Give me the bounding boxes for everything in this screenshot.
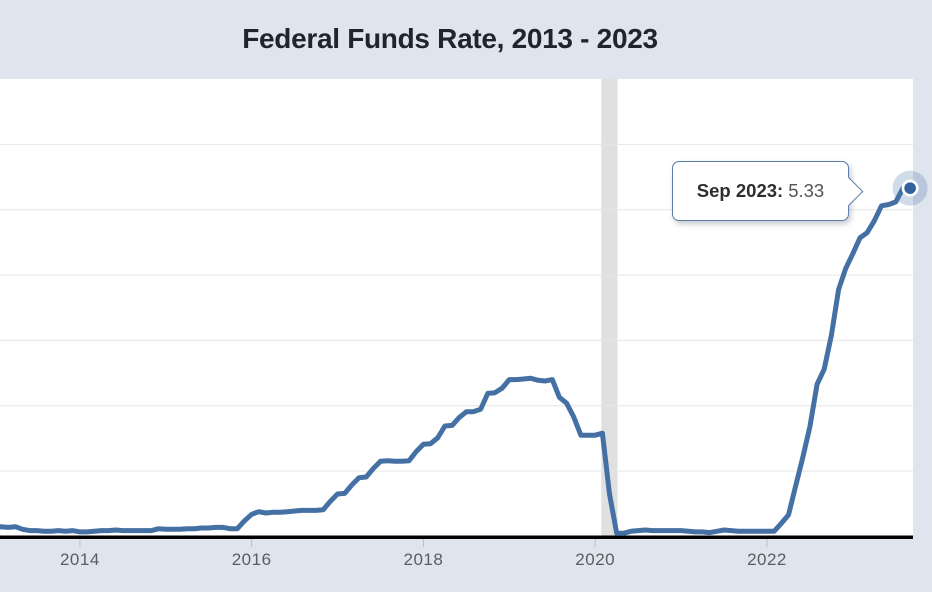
- x-axis-label-2014: 2014: [59, 550, 100, 569]
- tooltip-content: Sep 2023: 5.33: [697, 180, 824, 202]
- x-axis-label-2022: 2022: [747, 550, 787, 569]
- data-point-marker[interactable]: [904, 182, 916, 194]
- x-axis-label-2016: 2016: [231, 550, 272, 569]
- tooltip: Sep 2023: 5.33: [672, 161, 864, 221]
- chart-title: Federal Funds Rate, 2013 - 2023: [242, 23, 658, 54]
- series-line-federal-funds-rate[interactable]: [0, 185, 913, 536]
- recession-band: [601, 79, 618, 536]
- x-axis-label-2020: 2020: [575, 550, 616, 569]
- plot-area[interactable]: [0, 79, 913, 539]
- tooltip-point-label: Sep 2023:: [696, 180, 784, 201]
- tooltip-point-value: 5.33: [788, 180, 825, 201]
- x-axis-label-2018: 2018: [403, 550, 444, 569]
- x-axis-line: [0, 535, 913, 539]
